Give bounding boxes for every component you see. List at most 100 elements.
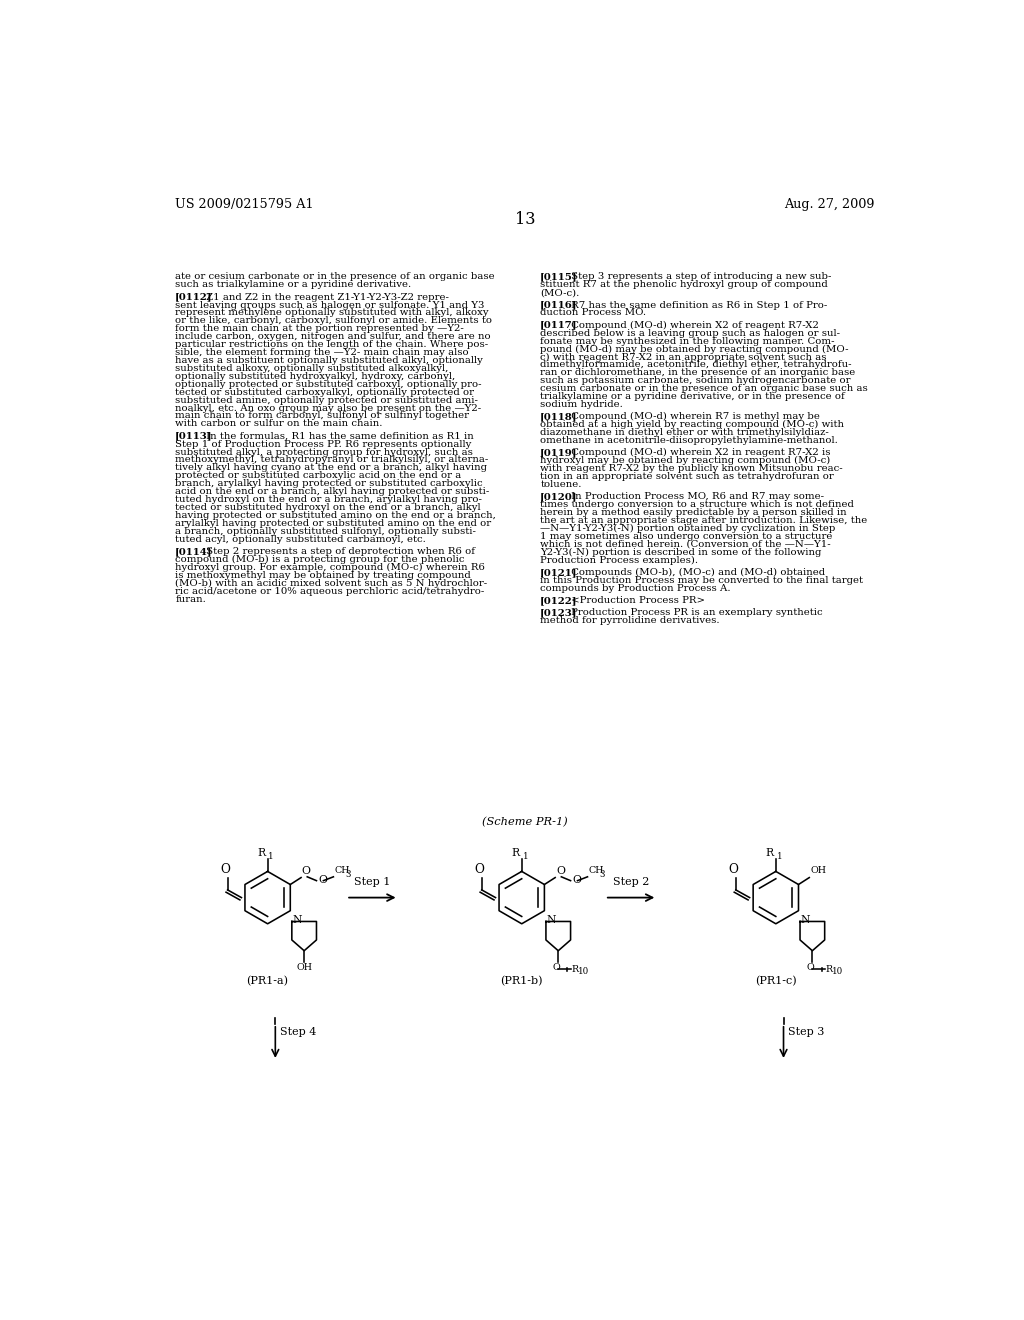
Text: (PR1-b): (PR1-b) [501, 977, 543, 986]
Text: R: R [825, 965, 833, 974]
Text: times undergo conversion to a structure which is not defined: times undergo conversion to a structure … [541, 500, 854, 510]
Text: such as trialkylamine or a pyridine derivative.: such as trialkylamine or a pyridine deri… [175, 280, 412, 289]
Text: Step 4: Step 4 [280, 1027, 316, 1038]
Text: 10: 10 [579, 968, 590, 975]
Text: 10: 10 [833, 968, 844, 975]
Text: R7 has the same definition as R6 in Step 1 of Pro-: R7 has the same definition as R6 in Step… [561, 301, 827, 309]
Text: compound (MO-b) is a protecting group for the phenolic: compound (MO-b) is a protecting group fo… [175, 554, 465, 564]
Text: arylalkyl having protected or substituted amino on the end or: arylalkyl having protected or substitute… [175, 519, 492, 528]
Text: OH: OH [811, 866, 826, 875]
Text: N: N [547, 915, 556, 924]
Text: having protected or substituted amino on the end or a branch,: having protected or substituted amino on… [175, 511, 496, 520]
Text: O: O [807, 964, 815, 972]
Text: O: O [302, 866, 311, 876]
Text: sent leaving groups such as halogen or sulfonate. Y1 and Y3: sent leaving groups such as halogen or s… [175, 301, 484, 309]
Text: obtained at a high yield by reacting compound (MO-c) with: obtained at a high yield by reacting com… [541, 420, 844, 429]
Text: [0112]: [0112] [175, 293, 213, 301]
Text: stituent R7 at the phenolic hydroxyl group of compound: stituent R7 at the phenolic hydroxyl gro… [541, 280, 828, 289]
Text: [0118]: [0118] [541, 412, 578, 421]
Text: represent methylene optionally substituted with alkyl, alkoxy: represent methylene optionally substitut… [175, 309, 488, 317]
Text: main chain to form carbonyl, sulfonyl or sulfinyl together: main chain to form carbonyl, sulfonyl or… [175, 412, 469, 421]
Text: 3: 3 [600, 870, 605, 879]
Text: R: R [511, 849, 519, 858]
Text: Compound (MO-d) wherein X2 in reagent R7-X2 is: Compound (MO-d) wherein X2 in reagent R7… [561, 449, 830, 458]
Text: substituted alkyl, a protecting group for hydroxyl, such as: substituted alkyl, a protecting group fo… [175, 447, 473, 457]
Text: dimethylformamide, acetonitrile, diethyl ether, tetrahydrofu-: dimethylformamide, acetonitrile, diethyl… [541, 360, 852, 370]
Text: include carbon, oxygen, nitrogen and sulfur, and there are no: include carbon, oxygen, nitrogen and sul… [175, 333, 490, 341]
Text: sible, the element forming the —Y2- main chain may also: sible, the element forming the —Y2- main… [175, 348, 469, 358]
Text: Step 3 represents a step of introducing a new sub-: Step 3 represents a step of introducing … [561, 272, 831, 281]
Text: tuted hydroxyl on the end or a branch, arylalkyl having pro-: tuted hydroxyl on the end or a branch, a… [175, 495, 482, 504]
Text: 13: 13 [514, 211, 536, 228]
Text: protected or substituted carboxylic acid on the end or a: protected or substituted carboxylic acid… [175, 471, 462, 480]
Text: (MO-c).: (MO-c). [541, 288, 580, 297]
Text: which is not defined herein. (Conversion of the —N—Y1-: which is not defined herein. (Conversion… [541, 540, 830, 549]
Text: optionally protected or substituted carboxyl, optionally pro-: optionally protected or substituted carb… [175, 380, 481, 389]
Text: R: R [257, 849, 265, 858]
Text: 1: 1 [268, 851, 274, 861]
Text: US 2009/0215795 A1: US 2009/0215795 A1 [175, 198, 313, 211]
Text: Step 2: Step 2 [613, 876, 649, 887]
Text: 1 may sometimes also undergo conversion to a structure: 1 may sometimes also undergo conversion … [541, 532, 833, 541]
Text: [0123]: [0123] [541, 609, 578, 618]
Text: duction Process MO.: duction Process MO. [541, 309, 646, 317]
Text: In the formulas, R1 has the same definition as R1 in: In the formulas, R1 has the same definit… [196, 432, 474, 441]
Text: O: O [474, 863, 484, 876]
Text: is methoxymethyl may be obtained by treating compound: is methoxymethyl may be obtained by trea… [175, 570, 471, 579]
Text: Production Process examples).: Production Process examples). [541, 556, 698, 565]
Text: omethane in acetonitrile-diisopropylethylamine-methanol.: omethane in acetonitrile-diisopropylethy… [541, 436, 838, 445]
Text: CH: CH [588, 866, 604, 875]
Text: ate or cesium carbonate or in the presence of an organic base: ate or cesium carbonate or in the presen… [175, 272, 495, 281]
Text: tively alkyl having cyano at the end or a branch, alkyl having: tively alkyl having cyano at the end or … [175, 463, 487, 473]
Text: R: R [765, 849, 773, 858]
Text: substituted alkoxy, optionally substituted alkoxyalkyl,: substituted alkoxy, optionally substitut… [175, 364, 449, 374]
Text: hydroxyl may be obtained by reacting compound (MO-c): hydroxyl may be obtained by reacting com… [541, 457, 830, 466]
Text: tion in an appropriate solvent such as tetrahydrofuran or: tion in an appropriate solvent such as t… [541, 473, 834, 480]
Text: ric acid/acetone or 10% aqueous perchloric acid/tetrahydro-: ric acid/acetone or 10% aqueous perchlor… [175, 586, 484, 595]
Text: hydroxyl group. For example, compound (MO-c) wherein R6: hydroxyl group. For example, compound (M… [175, 562, 485, 572]
Text: R: R [571, 965, 579, 974]
Text: described below is a leaving group such as halogen or sul-: described below is a leaving group such … [541, 329, 841, 338]
Text: [0114]: [0114] [175, 546, 213, 556]
Text: herein by a method easily predictable by a person skilled in: herein by a method easily predictable by… [541, 508, 847, 517]
Text: furan.: furan. [175, 594, 206, 603]
Text: trialkylamine or a pyridine derivative, or in the presence of: trialkylamine or a pyridine derivative, … [541, 392, 845, 401]
Text: or the like, carbonyl, carboxyl, sulfonyl or amide. Elements to: or the like, carbonyl, carboxyl, sulfony… [175, 317, 493, 325]
Text: N: N [293, 915, 302, 924]
Text: sodium hydride.: sodium hydride. [541, 400, 623, 409]
Text: 3: 3 [346, 870, 351, 879]
Text: [0119]: [0119] [541, 449, 578, 457]
Text: with carbon or sulfur on the main chain.: with carbon or sulfur on the main chain. [175, 420, 383, 429]
Text: Compound (MO-d) wherein X2 of reagent R7-X2: Compound (MO-d) wherein X2 of reagent R7… [561, 321, 819, 330]
Text: pound (MO-d) may be obtained by reacting compound (MO-: pound (MO-d) may be obtained by reacting… [541, 345, 849, 354]
Text: O: O [553, 964, 560, 972]
Text: have as a substituent optionally substituted alkyl, optionally: have as a substituent optionally substit… [175, 356, 483, 366]
Text: O: O [728, 863, 738, 876]
Text: ran or dichloromethane, in the presence of an inorganic base: ran or dichloromethane, in the presence … [541, 368, 855, 378]
Text: optionally substituted hydroxyalkyl, hydroxy, carbonyl,: optionally substituted hydroxyalkyl, hyd… [175, 372, 456, 381]
Text: Step 2 represents a step of deprotection when R6 of: Step 2 represents a step of deprotection… [196, 546, 475, 556]
Text: in this Production Process may be converted to the final target: in this Production Process may be conver… [541, 576, 863, 585]
Text: branch, arylalkyl having protected or substituted carboxylic: branch, arylalkyl having protected or su… [175, 479, 483, 488]
Text: Aug. 27, 2009: Aug. 27, 2009 [784, 198, 874, 211]
Text: Compound (MO-d) wherein R7 is methyl may be: Compound (MO-d) wherein R7 is methyl may… [561, 412, 820, 421]
Text: acid on the end or a branch, alkyl having protected or substi-: acid on the end or a branch, alkyl havin… [175, 487, 489, 496]
Text: —N—Y1-Y2-Y3(-N) portion obtained by cyclization in Step: —N—Y1-Y2-Y3(-N) portion obtained by cycl… [541, 524, 836, 533]
Text: a branch, optionally substituted sulfonyl, optionally substi-: a branch, optionally substituted sulfony… [175, 527, 476, 536]
Text: form the main chain at the portion represented by —Y2-: form the main chain at the portion repre… [175, 325, 464, 333]
Text: N: N [801, 915, 810, 924]
Text: [0120]: [0120] [541, 492, 578, 502]
Text: [0115]: [0115] [541, 272, 578, 281]
Text: particular restrictions on the length of the chain. Where pos-: particular restrictions on the length of… [175, 341, 488, 348]
Text: O: O [220, 863, 230, 876]
Text: OH: OH [296, 964, 312, 972]
Text: toluene.: toluene. [541, 480, 582, 488]
Text: method for pyrrolidine derivatives.: method for pyrrolidine derivatives. [541, 616, 720, 626]
Text: (MO-b) with an acidic mixed solvent such as 5 N hydrochlor-: (MO-b) with an acidic mixed solvent such… [175, 578, 487, 587]
Text: compounds by Production Process A.: compounds by Production Process A. [541, 583, 731, 593]
Text: (Scheme PR-1): (Scheme PR-1) [482, 817, 567, 828]
Text: [0113]: [0113] [175, 432, 213, 441]
Text: Production Process PR is an exemplary synthetic: Production Process PR is an exemplary sy… [561, 609, 822, 618]
Text: In Production Process MO, R6 and R7 may some-: In Production Process MO, R6 and R7 may … [561, 492, 824, 502]
Text: Z1 and Z2 in the reagent Z1-Y1-Y2-Y3-Z2 repre-: Z1 and Z2 in the reagent Z1-Y1-Y2-Y3-Z2 … [196, 293, 449, 301]
